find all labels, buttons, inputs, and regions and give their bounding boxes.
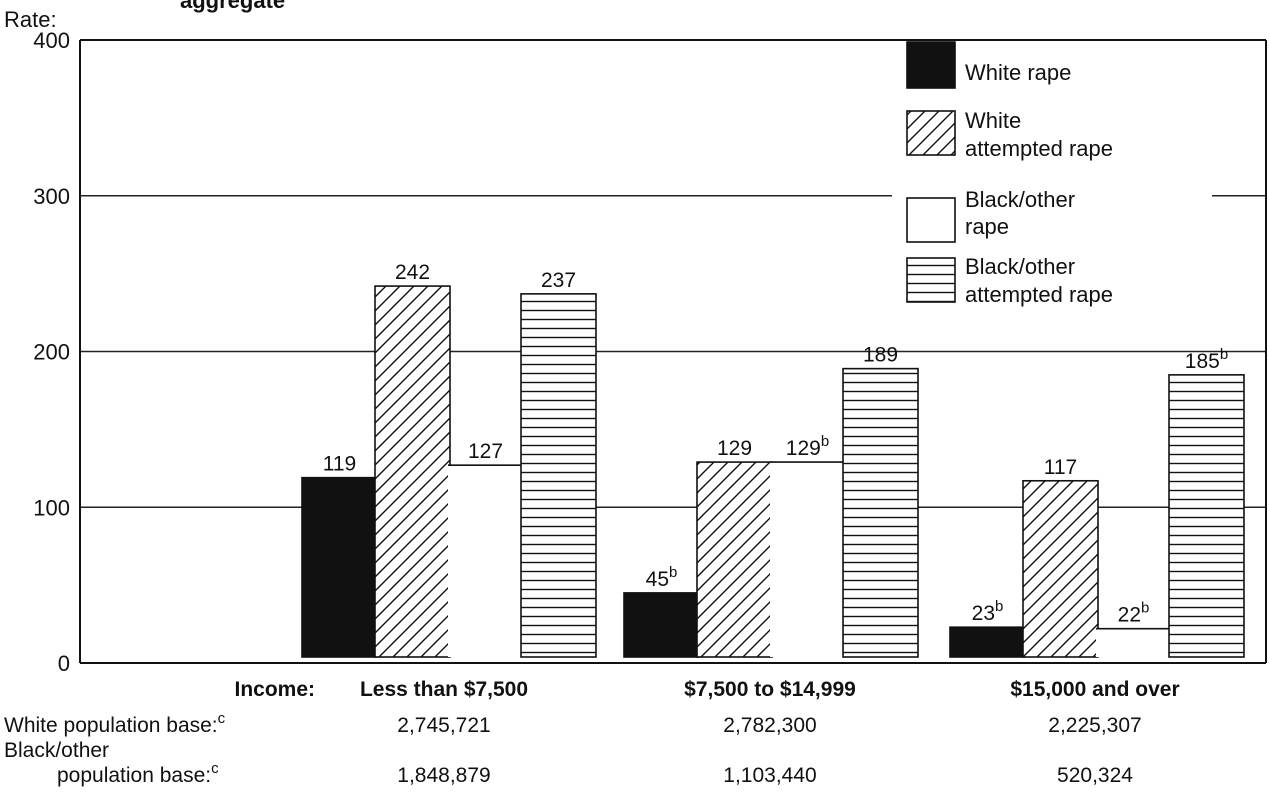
legend-entry-label: rape (965, 214, 1009, 239)
bar-horizontal-lines (520, 293, 597, 658)
y-tick-label: 100 (33, 495, 70, 520)
bar-value-label: 129 (717, 437, 752, 460)
bar-value-label: 45b (646, 564, 678, 591)
category-label: $7,500 to $14,999 (684, 678, 856, 701)
legend-entry-label: attempted rape (965, 282, 1113, 307)
white-population-base-value: 2,782,300 (723, 714, 816, 737)
bar-value-label: 189 (863, 344, 898, 367)
bar-horizontal-lines (1168, 374, 1245, 658)
bar-value-label: 23b (972, 598, 1004, 625)
legend-swatch (906, 110, 956, 156)
black-population-base-value: 520,324 (1057, 764, 1133, 787)
black-population-base-label: population base:c (57, 760, 219, 787)
chart-title-fragment: aggregate (180, 0, 285, 13)
category-label: Less than $7,500 (360, 678, 528, 701)
black-population-base-label: Black/other (4, 739, 109, 762)
bar-diagonal-hatch (374, 285, 451, 658)
legend-entry-label: Black/other (965, 254, 1075, 279)
x-axis-label: Income: (234, 678, 315, 701)
legend-entry-label: attempted rape (965, 136, 1113, 161)
legend-swatch (906, 197, 956, 243)
bar-horizontal-lines (842, 367, 919, 658)
bar-diagonal-hatch (696, 461, 773, 658)
legend-entry-label: White rape (965, 60, 1071, 85)
legend-swatch (906, 41, 956, 89)
bar-diagonal-hatch (1022, 479, 1099, 658)
bar-value-label: 129b (786, 433, 829, 460)
legend-entry-label: Black/other (965, 187, 1075, 212)
black-population-base-value: 1,848,879 (397, 764, 490, 787)
bar-solid-black (301, 476, 378, 658)
bar-value-label: 117 (1044, 456, 1077, 479)
bar-solid-black (623, 592, 700, 658)
bar-value-label: 22b (1118, 600, 1150, 627)
white-population-base-value: 2,745,721 (397, 714, 490, 737)
y-axis-label: Rate: (4, 7, 57, 32)
bar-value-label: 127 (468, 440, 503, 463)
bar-value-label: 119 (323, 453, 356, 476)
y-tick-label: 200 (33, 340, 70, 365)
legend-swatch (906, 257, 956, 303)
black-population-base-value: 1,103,440 (723, 764, 816, 787)
category-label: $15,000 and over (1010, 678, 1179, 701)
bar-value-label: 185b (1185, 346, 1228, 373)
white-population-base-value: 2,225,307 (1048, 714, 1141, 737)
bar-white (1096, 628, 1171, 657)
bar-solid-black (949, 626, 1026, 658)
bar-value-label: 242 (395, 261, 430, 284)
white-population-base-label: White population base:c (4, 710, 226, 737)
legend-entry-label: White (965, 108, 1021, 133)
y-tick-label: 400 (33, 28, 70, 53)
y-tick-label: 0 (58, 651, 70, 676)
bar-white (448, 465, 523, 657)
bar-white (770, 462, 845, 657)
y-tick-label: 300 (33, 184, 70, 209)
bar-value-label: 237 (541, 269, 576, 292)
